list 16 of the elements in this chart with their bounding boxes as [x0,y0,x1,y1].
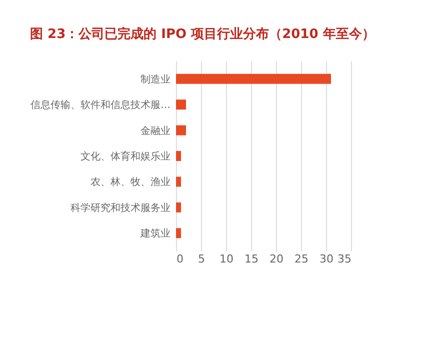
y-tick-label: 科学研究和技术服务业 [70,202,170,214]
x-tick-label: 20 [270,252,284,266]
y-tick-label: 农、林、牧、渔业 [90,176,170,188]
x-tick-label: 35 [338,252,352,266]
y-tick-label: 金融业 [140,124,170,137]
y-tick-label: 制造业 [140,73,170,86]
x-tick-label: 25 [294,252,308,266]
x-tick-label: 30 [320,252,334,266]
x-tick-label: 5 [198,252,205,266]
y-tick-label: 信息传输、软件和信息技术服… [30,99,170,112]
y-tick-label: 建筑业 [140,228,170,240]
y-tick-label: 文化、体育和娱乐业 [80,150,170,162]
x-tick-label: 10 [220,252,234,266]
x-tick-label: 15 [244,252,258,266]
x-tick-label: 0 [176,252,184,266]
chart-title: 图 23：公司已完成的 IPO 项目行业分布（2010 年至今） [30,26,375,42]
